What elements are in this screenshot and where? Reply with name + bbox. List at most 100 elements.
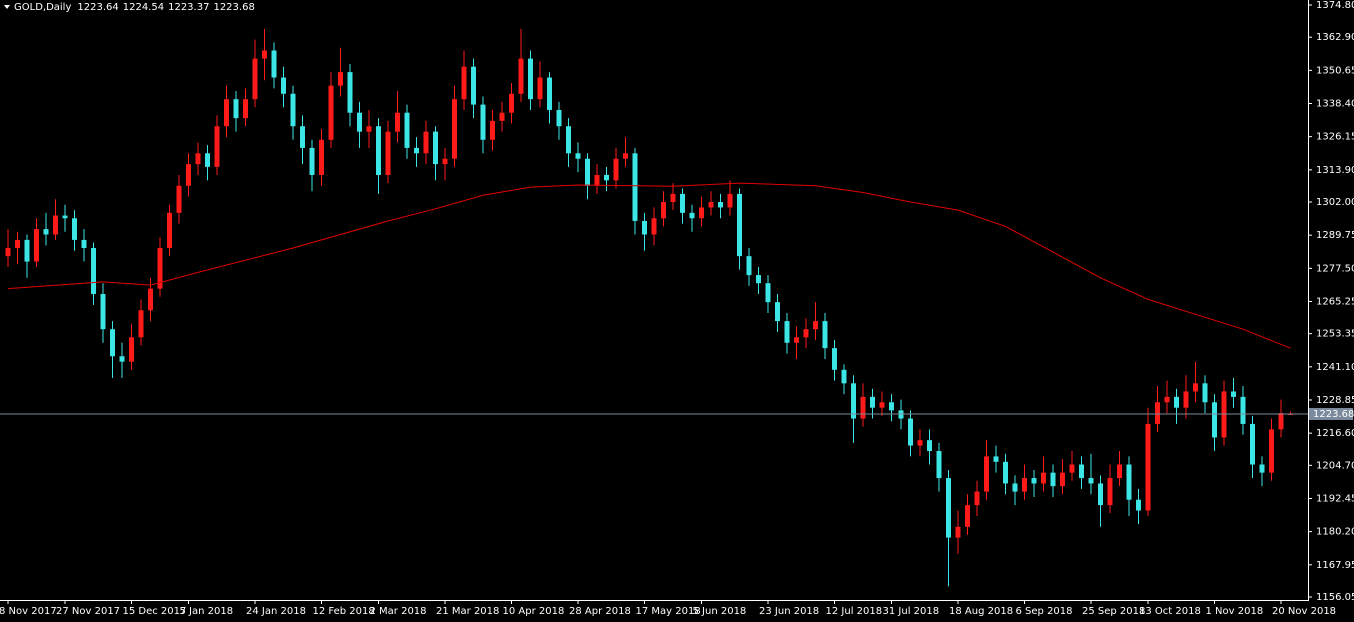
- candle-body: [148, 288, 153, 311]
- candle-body: [1003, 461, 1008, 484]
- candle-body: [5, 248, 11, 257]
- candle-body: [727, 193, 733, 208]
- candle-body: [1164, 396, 1170, 403]
- candle-body: [670, 193, 676, 203]
- candle-body: [1259, 464, 1265, 473]
- x-tick-label: 5 Jun 2018: [693, 606, 747, 617]
- candle-body: [414, 147, 419, 154]
- candle-body: [1041, 472, 1046, 484]
- title-icon: [4, 5, 10, 9]
- candle-body: [1098, 483, 1103, 506]
- candle-body: [100, 294, 106, 330]
- candle-body: [157, 248, 163, 289]
- candle-body: [775, 302, 780, 322]
- candle-body: [851, 383, 856, 419]
- candle-body: [91, 248, 96, 295]
- candle-body: [15, 239, 20, 249]
- candle-body: [993, 456, 999, 462]
- candle-body: [585, 158, 590, 186]
- candle-body: [689, 212, 695, 219]
- candle-body: [984, 456, 989, 492]
- candle-body: [708, 202, 714, 208]
- high-value: 1224.54: [123, 2, 164, 13]
- candle-body: [955, 526, 961, 538]
- candle-body: [556, 110, 562, 127]
- candle-body: [300, 126, 305, 148]
- candle-body: [642, 220, 647, 235]
- candle-body: [62, 215, 68, 219]
- candle-body: [480, 104, 486, 140]
- x-tick-label: 8 Nov 2017: [0, 606, 57, 617]
- candle-body: [594, 174, 600, 186]
- x-tick-label: 20 Nov 2018: [1272, 606, 1336, 617]
- candle-body: [908, 418, 913, 446]
- candle-body: [1174, 396, 1179, 408]
- x-tick-label: 27 Nov 2017: [56, 606, 120, 617]
- candle-body: [813, 321, 818, 330]
- candle-body: [490, 120, 495, 140]
- y-tick-label: 1277.50: [1316, 263, 1354, 274]
- moving-average: [7, 182, 1291, 349]
- candle-body: [547, 77, 552, 111]
- y-tick-label: 1228.85: [1316, 395, 1354, 406]
- candle-body: [1060, 472, 1065, 487]
- y-tick-label: 1338.40: [1316, 99, 1354, 110]
- candle-body: [1155, 402, 1160, 424]
- y-tick-label: 1362.90: [1316, 32, 1354, 43]
- x-tick-label: 1 Nov 2018: [1206, 606, 1264, 617]
- candle-body: [499, 112, 505, 121]
- candle-body: [433, 131, 438, 165]
- candle-body: [946, 478, 951, 538]
- candle-body: [765, 283, 771, 303]
- x-tick-label: 31 Jul 2018: [883, 606, 940, 617]
- candle-body: [1193, 383, 1198, 392]
- candle-body: [290, 93, 296, 127]
- x-tick-label: 12 Feb 2018: [313, 606, 375, 617]
- x-tick-label: 21 Mar 2018: [436, 606, 499, 617]
- candle-body: [1126, 464, 1132, 500]
- x-tick-label: 25 Sep 2018: [1082, 606, 1145, 617]
- candle-body: [841, 369, 847, 384]
- candle-body: [623, 153, 628, 159]
- candle-body: [870, 396, 875, 408]
- y-tick-label: 1156.05: [1316, 592, 1354, 603]
- x-tick-label: 13 Oct 2018: [1139, 606, 1201, 617]
- candle-body: [879, 402, 885, 408]
- x-tick-label: 17 May 2018: [636, 606, 701, 617]
- candle-body: [1012, 483, 1018, 492]
- candle-body: [53, 215, 58, 235]
- candle-body: [889, 402, 894, 411]
- candle-body: [1022, 478, 1027, 492]
- price-label: 1223.68: [1313, 409, 1354, 420]
- x-tick-label: 24 Jan 2018: [246, 606, 306, 617]
- candle-body: [309, 147, 315, 175]
- candle-body: [1031, 478, 1037, 484]
- candle-body: [803, 329, 809, 338]
- candle-body: [1145, 423, 1151, 511]
- y-tick-label: 1241.10: [1316, 362, 1354, 373]
- y-tick-label: 1216.60: [1316, 428, 1354, 439]
- price-label-box: [1309, 407, 1353, 420]
- candle-body: [471, 66, 476, 105]
- plot-area: [0, 28, 1308, 587]
- candle-body: [195, 153, 201, 165]
- candle-body: [1240, 396, 1246, 424]
- candle-body: [452, 99, 457, 159]
- candle-body: [357, 112, 362, 132]
- candle-body: [1088, 478, 1094, 484]
- candle-body: [24, 239, 30, 262]
- x-tick-label: 5 Jan 2018: [180, 606, 234, 617]
- y-tick-label: 1204.70: [1316, 460, 1354, 471]
- y-tick-label: 1313.90: [1316, 165, 1354, 176]
- candle-body: [366, 126, 372, 132]
- candle-body: [822, 321, 828, 349]
- candle-body: [34, 229, 39, 262]
- candle-body: [1183, 391, 1189, 408]
- candle-body: [699, 207, 704, 219]
- candle-body: [632, 153, 638, 221]
- candle-body: [860, 396, 866, 419]
- candle-body: [243, 99, 248, 119]
- candle-body: [1107, 478, 1113, 506]
- candle-body: [1212, 402, 1217, 438]
